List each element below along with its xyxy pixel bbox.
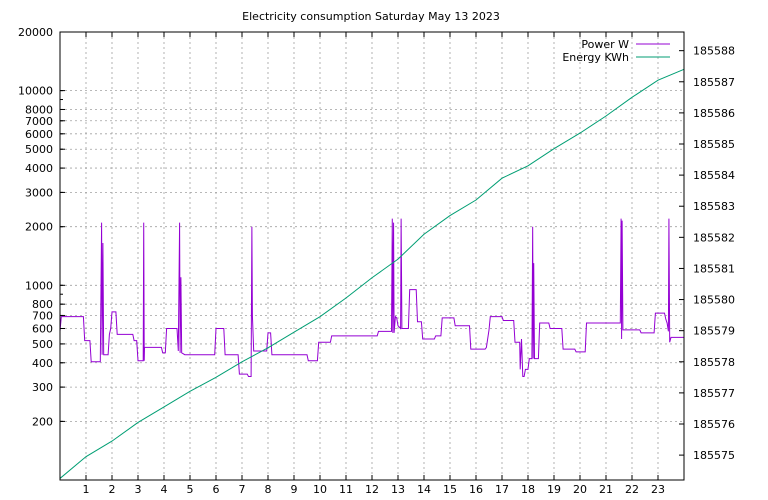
y-tick-label: 1000 xyxy=(25,279,53,292)
x-tick-label: 11 xyxy=(339,483,353,496)
x-tick-label: 10 xyxy=(313,483,327,496)
y2-tick-label: 185575 xyxy=(693,449,735,462)
y-tick-label: 400 xyxy=(32,357,53,370)
x-tick-label: 7 xyxy=(239,483,246,496)
y-tick-label: 2000 xyxy=(25,221,53,234)
y-tick-label: 600 xyxy=(32,322,53,335)
y-tick-label: 800 xyxy=(32,298,53,311)
y-tick-label: 6000 xyxy=(25,128,53,141)
y2-tick-label: 185583 xyxy=(693,200,735,213)
y2-tick-label: 185579 xyxy=(693,325,735,338)
legend-label-energy-kwh: Energy KWh xyxy=(562,51,629,64)
x-tick-label: 19 xyxy=(547,483,561,496)
x-tick-label: 9 xyxy=(291,483,298,496)
x-tick-label: 8 xyxy=(265,483,272,496)
x-tick-label: 2 xyxy=(109,483,116,496)
y2-tick-label: 185582 xyxy=(693,231,735,244)
y2-tick-label: 185581 xyxy=(693,262,735,275)
series-line-energy-kwh xyxy=(59,68,685,479)
series-line-power-w xyxy=(59,218,684,378)
y-tick-label: 3000 xyxy=(25,186,53,199)
y-tick-label: 500 xyxy=(32,338,53,351)
x-tick-label: 17 xyxy=(495,483,509,496)
y2-tick-label: 185584 xyxy=(693,169,735,182)
y2-tick-label: 185578 xyxy=(693,356,735,369)
y-tick-label: 4000 xyxy=(25,162,53,175)
x-tick-label: 1 xyxy=(83,483,90,496)
x-tick-label: 6 xyxy=(213,483,220,496)
x-tick-label: 15 xyxy=(443,483,457,496)
y-tick-label: 200 xyxy=(32,415,53,428)
x-tick-label: 14 xyxy=(417,483,431,496)
x-tick-label: 4 xyxy=(161,483,168,496)
x-tick-label: 5 xyxy=(187,483,194,496)
x-tick-label: 20 xyxy=(573,483,587,496)
y2-tick-label: 185587 xyxy=(693,76,735,89)
y2-tick-label: 185580 xyxy=(693,294,735,307)
x-tick-label: 21 xyxy=(599,483,613,496)
y-tick-label: 7000 xyxy=(25,115,53,128)
y2-tick-label: 185576 xyxy=(693,418,735,431)
x-tick-label: 13 xyxy=(391,483,405,496)
y-tick-label: 300 xyxy=(32,381,53,394)
y2-tick-label: 185588 xyxy=(693,45,735,58)
y2-tick-label: 185586 xyxy=(693,107,735,120)
series-group xyxy=(59,68,685,479)
x-tick-label: 16 xyxy=(469,483,483,496)
y-tick-label: 700 xyxy=(32,309,53,322)
y-tick-label: 20000 xyxy=(18,26,53,39)
y2-tick-label: 185577 xyxy=(693,387,735,400)
y-tick-label: 5000 xyxy=(25,143,53,156)
chart-title: Electricity consumption Saturday May 13 … xyxy=(242,10,500,23)
legend-label-power-w: Power W xyxy=(581,38,629,51)
x-tick-label: 3 xyxy=(135,483,142,496)
y-tick-label: 8000 xyxy=(25,103,53,116)
x-tick-label: 22 xyxy=(625,483,639,496)
y2-tick-label: 185585 xyxy=(693,138,735,151)
x-tick-label: 23 xyxy=(651,483,665,496)
x-tick-label: 18 xyxy=(521,483,535,496)
x-tick-label: 12 xyxy=(365,483,379,496)
axes: 1 2 3 4 5 6 7 8 9 10 11 12 13 14 15 16 17 18 19 20 21 22 23200… xyxy=(18,26,735,496)
y-tick-label: 10000 xyxy=(18,85,53,98)
